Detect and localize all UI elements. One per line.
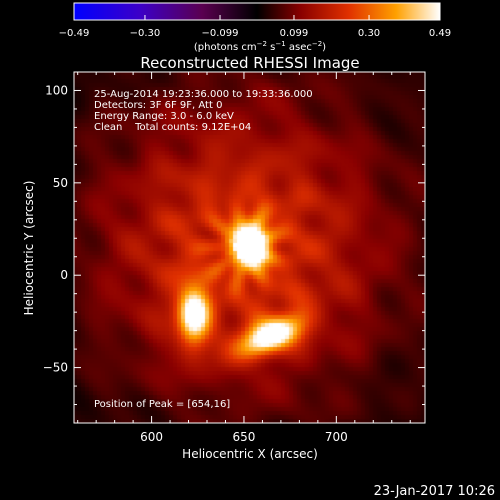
axis-ticks: 600 650 700 −50 0 50 100 [43, 71, 425, 444]
plot-frame [73, 71, 426, 424]
x-tick-label: 700 [325, 430, 348, 444]
x-tick-label: 650 [233, 430, 256, 444]
info-line-detectors: Detectors: 3F 6F 9F, Att 0 [94, 100, 222, 111]
x-axis-label: Heliocentric X (arcsec) [182, 447, 318, 461]
colorbar-unit: (photons cm−2 s−1 asec−2) [194, 40, 326, 53]
colorbar [73, 2, 441, 21]
y-tick-label: 100 [45, 83, 68, 97]
x-tick-label: 600 [140, 430, 163, 444]
heatmap-container [74, 72, 425, 423]
info-line-time: 25-Aug-2014 19:23:36.000 to 19:33:36.000 [94, 89, 313, 100]
info-line-energy: Energy Range: 3.0 - 6.0 keV [94, 111, 234, 122]
colorbar-tick-label: 0.49 [429, 28, 451, 39]
chart-title: Reconstructed RHESSI Image [140, 54, 359, 72]
colorbar-ticks: −0.49 −0.30 −0.099 0.099 0.30 0.49 [59, 15, 451, 39]
info-block: 25-Aug-2014 19:23:36.000 to 19:33:36.000… [94, 89, 313, 133]
peak-position-label: Position of Peak = [654,16] [94, 399, 230, 410]
y-tick-label: −50 [43, 361, 68, 375]
colorbar-tick-label: 0.30 [358, 28, 380, 39]
colorbar-tick-label: −0.49 [59, 28, 90, 39]
colorbar-tick-label: −0.099 [202, 28, 239, 39]
info-line-clean: Clean Total counts: 9.12E+04 [94, 122, 251, 133]
y-tick-label: 50 [53, 176, 68, 190]
heatmap-image [74, 72, 425, 423]
y-tick-label: 0 [60, 268, 68, 282]
y-axis-label: Heliocentric Y (arcsec) [22, 181, 36, 316]
footer-timestamp: 23-Jan-2017 10:26 [374, 484, 495, 499]
colorbar-tick-label: 0.099 [280, 28, 309, 39]
colorbar-tick-label: −0.30 [130, 28, 161, 39]
